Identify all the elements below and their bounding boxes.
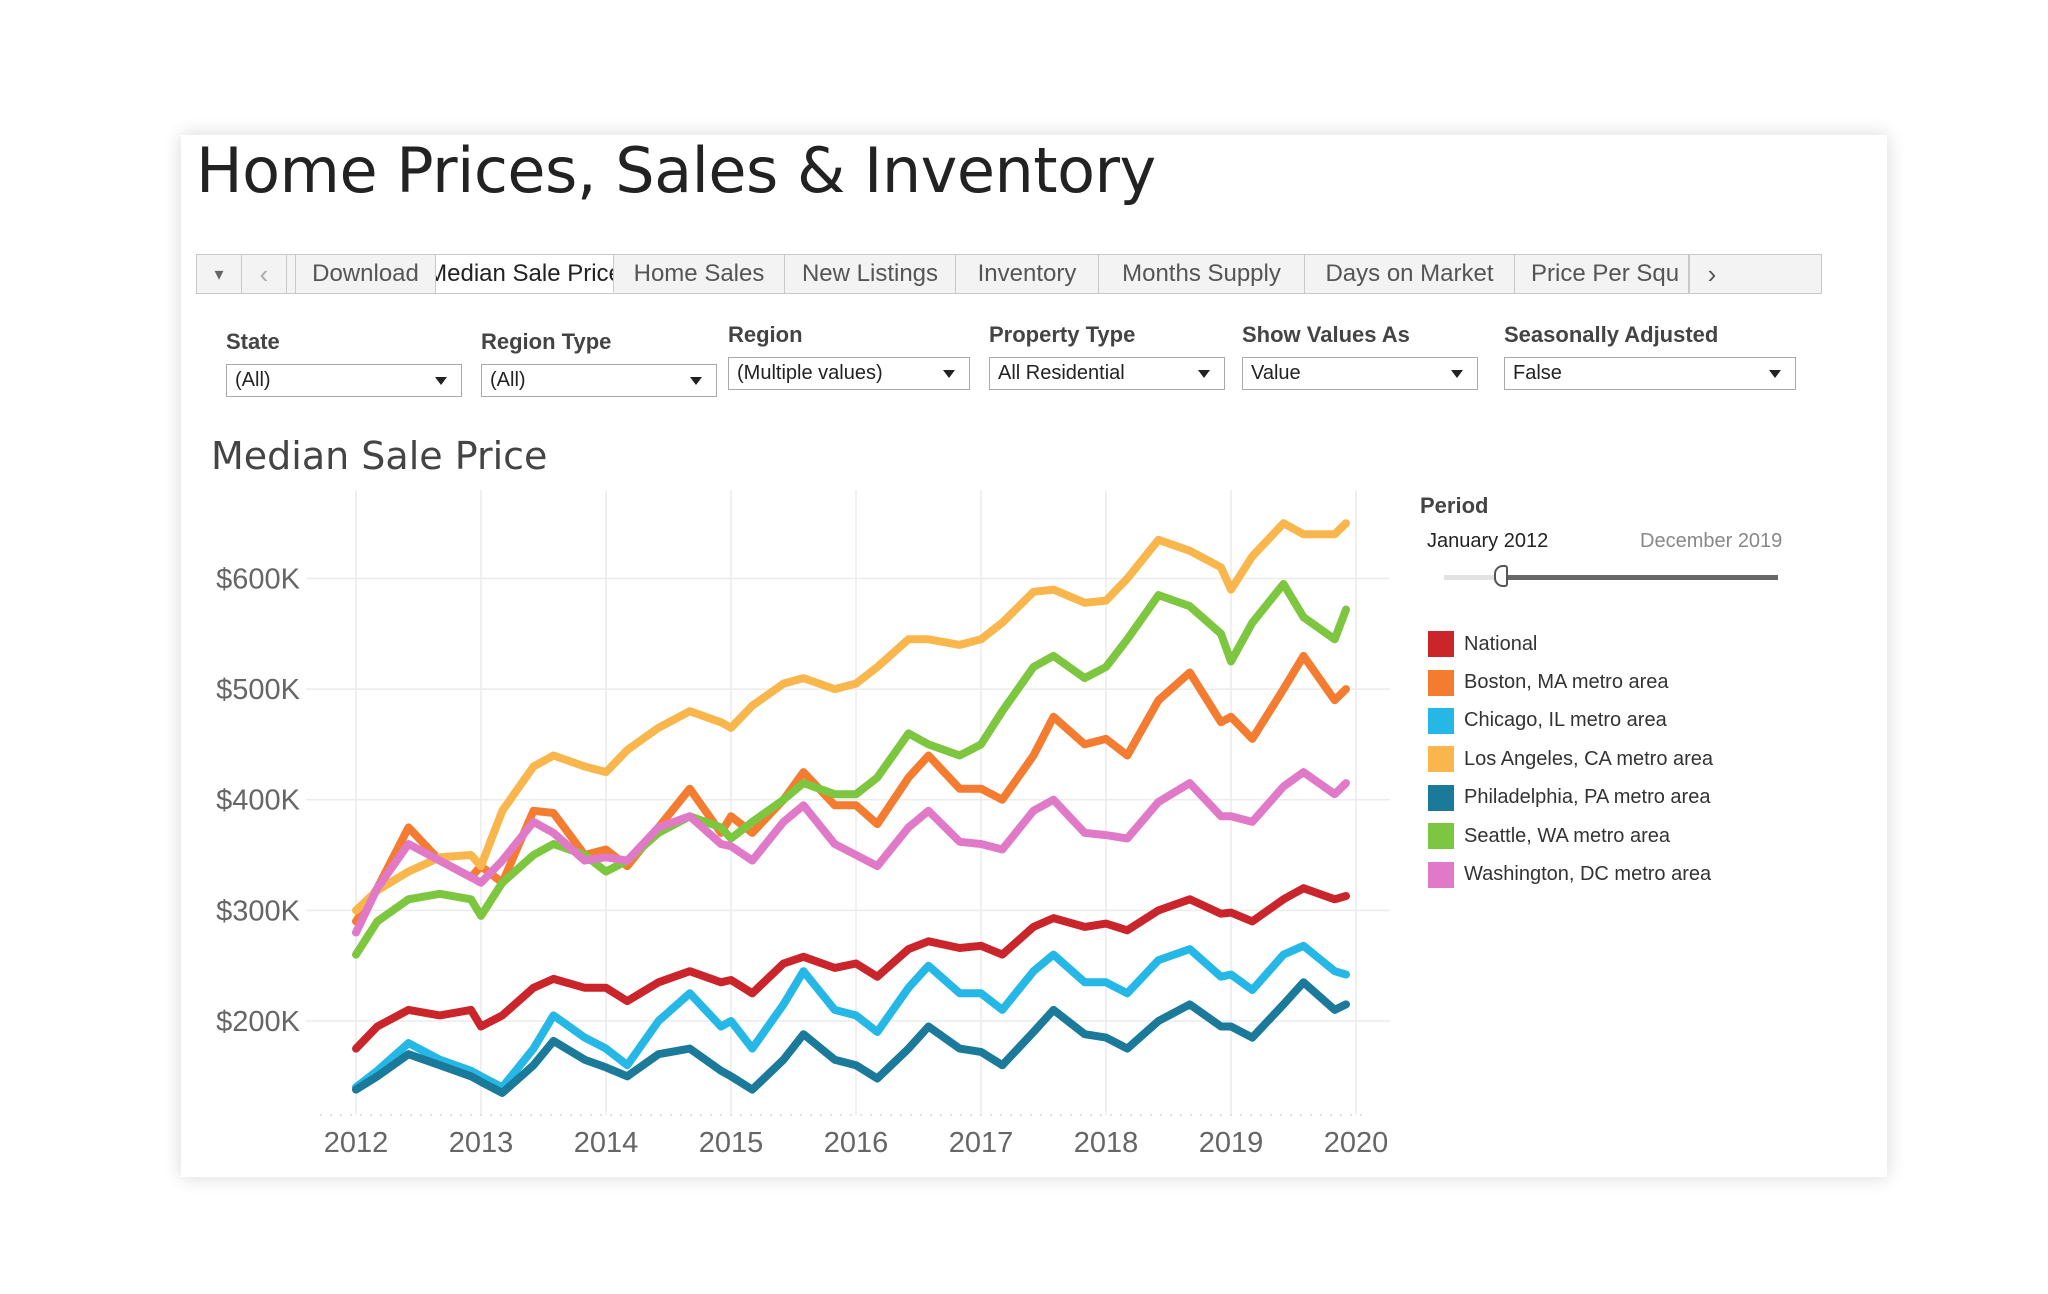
legend-item-philadelphia[interactable]: Philadelphia, PA metro area <box>1428 779 1713 817</box>
y-tick-label: $500K <box>216 674 301 706</box>
state-select[interactable]: (All) <box>226 364 462 397</box>
tab-menu-button[interactable]: ▾ <box>197 255 242 293</box>
x-tick-label: 2013 <box>449 1127 514 1159</box>
tab-inventory[interactable]: Inventory <box>956 255 1099 293</box>
chevron-left-icon: ‹ <box>259 258 269 289</box>
y-tick-label: $600K <box>216 563 301 595</box>
series-line-5 <box>352 580 1350 959</box>
legend-label: Los Angeles, CA metro area <box>1464 747 1714 770</box>
legend-label: Boston, MA metro area <box>1464 671 1669 694</box>
legend: National Boston, MA metro area Chicago, … <box>1428 625 1713 894</box>
tab-prev-button[interactable]: ‹ <box>242 255 287 293</box>
caret-down-icon <box>690 377 702 385</box>
y-tick-label: $200K <box>216 1006 301 1038</box>
series-line-0 <box>352 884 1350 1053</box>
series-line-6 <box>352 768 1350 937</box>
show-values-as-select[interactable]: Value <box>1242 357 1478 390</box>
region-type-select[interactable]: (All) <box>481 364 717 397</box>
tab-months-supply[interactable]: Months Supply <box>1099 255 1305 293</box>
period-slider-range <box>1502 575 1778 580</box>
tab-download[interactable]: Download <box>296 255 436 293</box>
x-tick-label: 2015 <box>699 1127 764 1159</box>
y-tick-label: $300K <box>216 895 301 927</box>
legend-item-national[interactable]: National <box>1428 625 1713 663</box>
filter-show-values-as-label: Show Values As <box>1242 322 1410 347</box>
x-tick-label: 2012 <box>324 1127 389 1159</box>
legend-swatch <box>1428 784 1454 811</box>
tab-spacer <box>287 255 296 293</box>
caret-down-icon <box>943 370 955 378</box>
filter-region-label: Region <box>728 322 803 347</box>
chart-title: Median Sale Price <box>211 434 548 478</box>
filter-region-type-label: Region Type <box>481 329 612 354</box>
legend-swatch <box>1428 861 1454 888</box>
legend-label: National <box>1464 632 1538 655</box>
legend-label: Washington, DC metro area <box>1464 863 1712 886</box>
legend-label: Philadelphia, PA metro area <box>1464 786 1711 809</box>
x-tick-label: 2017 <box>949 1127 1014 1159</box>
filter-property-type: Property Type All Residential <box>989 322 1225 390</box>
tab-days-on-market[interactable]: Days on Market <box>1305 255 1515 293</box>
filter-region-type: Region Type (All) <box>481 329 717 397</box>
x-tick-label: 2018 <box>1074 1127 1139 1159</box>
x-tick-label: 2016 <box>824 1127 889 1159</box>
caret-down-icon <box>435 377 447 385</box>
caret-down-icon <box>1769 370 1781 378</box>
legend-swatch <box>1428 823 1454 850</box>
filter-show-values-as: Show Values As Value <box>1242 322 1478 390</box>
legend-label: Chicago, IL metro area <box>1464 709 1667 732</box>
tab-bar: ▾ ‹ Download Median Sale Price Home Sale… <box>196 254 1822 294</box>
show-values-as-select-value: Value <box>1251 362 1301 384</box>
property-type-select-value: All Residential <box>998 362 1125 384</box>
seasonally-adjusted-select-value: False <box>1513 362 1562 384</box>
tab-next-button[interactable]: › <box>1689 255 1734 293</box>
region-select[interactable]: (Multiple values) <box>728 357 970 390</box>
legend-item-washington[interactable]: Washington, DC metro area <box>1428 855 1713 893</box>
legend-item-los-angeles[interactable]: Los Angeles, CA metro area <box>1428 740 1713 778</box>
period-start-label: January 2012 <box>1427 530 1549 552</box>
filter-state-label: State <box>226 329 280 354</box>
page-title: Home Prices, Sales & Inventory <box>196 134 1156 207</box>
series-line-3 <box>352 519 1350 915</box>
filter-property-type-label: Property Type <box>989 322 1136 347</box>
tab-median-sale-price[interactable]: Median Sale Price <box>436 255 614 293</box>
tab-new-listings[interactable]: New Listings <box>785 255 956 293</box>
legend-item-boston[interactable]: Boston, MA metro area <box>1428 663 1713 701</box>
legend-item-seattle[interactable]: Seattle, WA metro area <box>1428 817 1713 855</box>
legend-swatch <box>1428 707 1454 734</box>
filter-seasonally-adjusted: Seasonally Adjusted False <box>1504 322 1796 390</box>
legend-label: Seattle, WA metro area <box>1464 824 1671 847</box>
x-tick-label: 2019 <box>1199 1127 1264 1159</box>
period-slider-handle[interactable] <box>1494 565 1508 587</box>
caret-down-icon <box>1451 370 1463 378</box>
legend-item-chicago[interactable]: Chicago, IL metro area <box>1428 702 1713 740</box>
region-select-value: (Multiple values) <box>737 362 883 384</box>
x-tick-label: 2014 <box>574 1127 639 1159</box>
legend-swatch <box>1428 669 1454 696</box>
chevron-down-icon: ▾ <box>214 263 224 284</box>
tab-home-sales[interactable]: Home Sales <box>614 255 785 293</box>
seasonally-adjusted-select[interactable]: False <box>1504 357 1796 390</box>
legend-swatch <box>1428 746 1454 773</box>
region-type-select-value: (All) <box>490 369 526 391</box>
y-tick-label: $400K <box>216 785 301 817</box>
dashboard-card <box>181 135 1887 1177</box>
filter-state: State (All) <box>226 329 462 397</box>
chevron-right-icon: › <box>1707 258 1717 289</box>
filter-region: Region (Multiple values) <box>728 322 970 390</box>
state-select-value: (All) <box>235 369 271 391</box>
legend-swatch <box>1428 631 1454 658</box>
property-type-select[interactable]: All Residential <box>989 357 1225 390</box>
series-line-4 <box>352 978 1350 1097</box>
x-tick-label: 2020 <box>1324 1127 1389 1159</box>
period-end-label: December 2019 <box>1640 530 1783 552</box>
series-line-2 <box>352 941 1350 1092</box>
tab-price-per-square-foot[interactable]: Price Per Squ <box>1515 255 1689 293</box>
filter-seasonally-adjusted-label: Seasonally Adjusted <box>1504 322 1719 347</box>
caret-down-icon <box>1198 370 1210 378</box>
period-label: Period <box>1420 493 1489 518</box>
